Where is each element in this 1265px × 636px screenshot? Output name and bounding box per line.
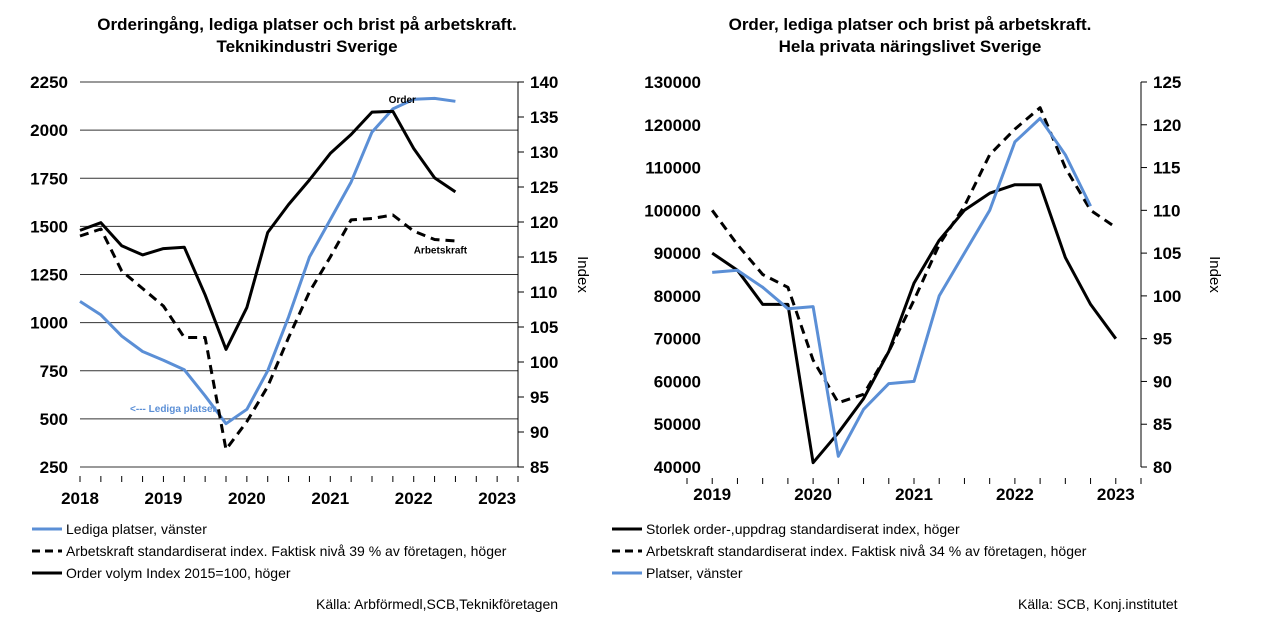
right-axis-label: Index bbox=[574, 256, 591, 293]
left-tick-label: 40000 bbox=[654, 458, 701, 477]
right-tick-label: 115 bbox=[530, 248, 557, 267]
left-tick-label: 100000 bbox=[644, 201, 701, 220]
source-right: Källa: SCB, Konj.institutet bbox=[1018, 596, 1178, 612]
series-line bbox=[710, 106, 1117, 405]
series-line bbox=[79, 109, 457, 351]
x-tick-label: 2021 bbox=[311, 489, 349, 508]
series-line bbox=[79, 213, 456, 451]
right-tick-label: 110 bbox=[1153, 201, 1180, 220]
x-tick-label: 2021 bbox=[895, 485, 933, 504]
legend-swatch-blue bbox=[612, 571, 642, 575]
source-left: Källa: Arbförmedl,SCB,Teknikföretagen bbox=[316, 596, 559, 612]
left-tick-label: 1250 bbox=[30, 266, 68, 285]
right-tick-label: 100 bbox=[530, 353, 558, 372]
left-tick-label: 750 bbox=[40, 362, 68, 381]
legend-label: Order volym Index 2015=100, höger bbox=[66, 565, 291, 581]
legend-label: Arbetskraft standardiserat index. Faktis… bbox=[646, 543, 1087, 559]
left-tick-label: 2000 bbox=[30, 121, 68, 140]
left-tick-label: 80000 bbox=[654, 287, 701, 306]
legend-item: Arbetskraft standardiserat index. Faktis… bbox=[612, 540, 1086, 562]
x-tick-label: 2023 bbox=[1097, 485, 1135, 504]
left-tick-label: 130000 bbox=[644, 73, 701, 92]
right-tick-label: 95 bbox=[530, 388, 549, 407]
right-tick-label: 100 bbox=[1153, 287, 1181, 306]
left-tick-label: 250 bbox=[40, 458, 68, 477]
legend-item: Order volym Index 2015=100, höger bbox=[32, 562, 506, 584]
right-tick-label: 85 bbox=[530, 458, 549, 477]
legend-item: Lediga platser, vänster bbox=[32, 518, 506, 540]
right-tick-label: 110 bbox=[530, 283, 557, 302]
x-tick-label: 2020 bbox=[228, 489, 266, 508]
legend-swatch-solid bbox=[612, 527, 642, 531]
right-tick-label: 115 bbox=[1153, 159, 1180, 178]
legend-label: Storlek order-,uppdrag standardiserat in… bbox=[646, 521, 960, 537]
left-tick-label: 90000 bbox=[654, 244, 701, 263]
chart-left: Orderingång, lediga platser och brist på… bbox=[30, 15, 591, 508]
left-tick-label: 1000 bbox=[30, 314, 68, 333]
legend-swatch-blue bbox=[32, 527, 62, 531]
series-line bbox=[711, 183, 1118, 465]
legend-right: Storlek order-,uppdrag standardiserat in… bbox=[612, 518, 1086, 584]
right-axis-label: Index bbox=[1206, 256, 1223, 293]
chart-title: Hela privata näringslivet Sverige bbox=[779, 37, 1042, 56]
x-tick-label: 2022 bbox=[996, 485, 1034, 504]
left-tick-label: 120000 bbox=[644, 116, 701, 135]
left-tick-label: 110000 bbox=[645, 159, 701, 178]
legend-left: Lediga platser, vänster Arbetskraft stan… bbox=[32, 518, 506, 584]
series-line bbox=[712, 116, 1092, 458]
legend-swatch-dashed bbox=[32, 549, 62, 553]
right-tick-label: 120 bbox=[530, 213, 558, 232]
right-tick-label: 130 bbox=[530, 143, 558, 162]
x-tick-label: 2019 bbox=[145, 489, 183, 508]
legend-label: Lediga platser, vänster bbox=[66, 521, 207, 537]
right-tick-label: 105 bbox=[1153, 244, 1181, 263]
right-tick-label: 90 bbox=[530, 423, 549, 442]
legend-item: Storlek order-,uppdrag standardiserat in… bbox=[612, 518, 1086, 540]
legend-label: Platser, vänster bbox=[646, 565, 743, 581]
right-tick-label: 120 bbox=[1153, 116, 1181, 135]
right-tick-label: 80 bbox=[1153, 458, 1172, 477]
x-tick-label: 2018 bbox=[61, 489, 99, 508]
x-tick-label: 2022 bbox=[395, 489, 433, 508]
legend-swatch-solid bbox=[32, 571, 62, 575]
right-tick-label: 135 bbox=[530, 108, 558, 127]
series-line bbox=[79, 96, 456, 426]
left-tick-label: 70000 bbox=[654, 330, 701, 349]
left-tick-label: 1750 bbox=[30, 169, 68, 188]
legend-item: Arbetskraft standardiserat index. Faktis… bbox=[32, 540, 506, 562]
right-tick-label: 140 bbox=[530, 73, 558, 92]
right-tick-label: 125 bbox=[1153, 73, 1181, 92]
chart-title: Orderingång, lediga platser och brist på… bbox=[97, 15, 516, 34]
right-tick-label: 125 bbox=[530, 178, 558, 197]
annotation-label: <--- Lediga platser bbox=[130, 404, 217, 415]
x-tick-label: 2023 bbox=[478, 489, 516, 508]
right-tick-label: 105 bbox=[530, 318, 558, 337]
right-tick-label: 85 bbox=[1153, 415, 1172, 434]
left-tick-label: 2250 bbox=[30, 73, 68, 92]
annotation-label: Order bbox=[389, 95, 416, 106]
left-tick-label: 1500 bbox=[30, 217, 68, 236]
chart-right: Order, lediga platser och brist på arbet… bbox=[644, 15, 1223, 504]
right-tick-label: 90 bbox=[1153, 372, 1172, 391]
annotation-label: Arbetskraft bbox=[414, 246, 468, 257]
legend-item: Platser, vänster bbox=[612, 562, 1086, 584]
left-tick-label: 50000 bbox=[654, 415, 701, 434]
left-tick-label: 60000 bbox=[654, 372, 701, 391]
chart-title: Teknikindustri Sverige bbox=[216, 37, 397, 56]
x-tick-label: 2019 bbox=[693, 485, 731, 504]
chart-title: Order, lediga platser och brist på arbet… bbox=[729, 15, 1092, 34]
legend-label: Arbetskraft standardiserat index. Faktis… bbox=[66, 543, 507, 559]
x-tick-label: 2020 bbox=[794, 485, 832, 504]
left-tick-label: 500 bbox=[40, 410, 68, 429]
right-tick-label: 95 bbox=[1153, 330, 1172, 349]
legend-swatch-dashed bbox=[612, 549, 642, 553]
